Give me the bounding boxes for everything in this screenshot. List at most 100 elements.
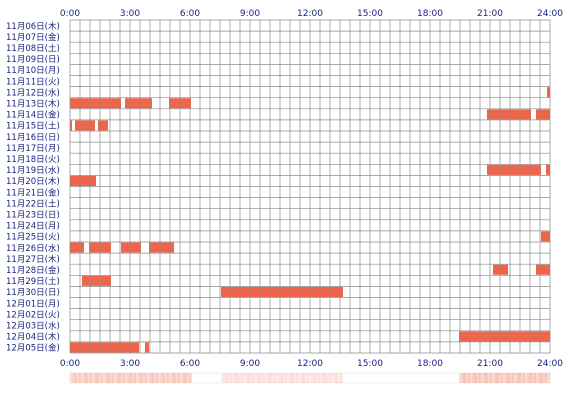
- summary-bar-segment: [306, 373, 309, 383]
- summary-bar-segment: [87, 373, 90, 383]
- summary-bar-segment: [232, 373, 235, 383]
- activity-segment: [70, 120, 72, 131]
- summary-bar-segment: [467, 373, 470, 383]
- summary-bar-segment: [289, 373, 292, 383]
- summary-bar-segment: [70, 373, 73, 383]
- summary-bar-segment: [173, 373, 176, 383]
- summary-bar-segment: [529, 373, 532, 383]
- summary-bar-segment: [158, 373, 161, 383]
- summary-bar-segment: [476, 373, 479, 383]
- summary-bar-segment: [518, 373, 521, 383]
- summary-bar-segment: [133, 373, 136, 383]
- summary-bar-segment: [342, 373, 343, 383]
- summary-bar-segment: [509, 373, 512, 383]
- activity-segment: [75, 120, 95, 131]
- summary-bar-segment: [171, 373, 174, 383]
- activity-segment: [487, 109, 531, 120]
- summary-bar-segment: [489, 373, 492, 383]
- date-label: 12月04日(木): [6, 332, 60, 343]
- summary-bar-segment: [326, 373, 329, 383]
- summary-bar-segment: [151, 373, 154, 383]
- summary-bar-segment: [525, 373, 528, 383]
- activity-segment: [546, 164, 550, 175]
- summary-bar-segment: [514, 373, 517, 383]
- date-label: 11月16日(日): [6, 133, 60, 143]
- summary-bar-segment: [536, 373, 539, 383]
- summary-bar-segment: [540, 373, 543, 383]
- hour-tick-top-label: 15:00: [357, 9, 383, 19]
- hour-tick-bottom-label: 15:00: [357, 359, 383, 369]
- summary-bar-segment: [324, 373, 327, 383]
- summary-bar-segment: [72, 373, 75, 383]
- date-label: 11月14日(金): [6, 110, 60, 121]
- activity-segment: [70, 98, 121, 109]
- date-label: 11月09日(日): [6, 55, 60, 65]
- summary-bar-segment: [498, 373, 501, 383]
- date-label: 11月10日(月): [6, 66, 60, 76]
- hour-tick-top-label: 9:00: [240, 9, 260, 19]
- summary-bar-segment: [238, 373, 241, 383]
- summary-bar-segment: [461, 373, 464, 383]
- bottom-hour-axis: 0:00 3:00 6:00 9:00 12:00 15:00 18:00 21:00 24:0…: [60, 359, 563, 369]
- summary-bar-segment: [164, 373, 167, 383]
- date-label: 11月25日(火): [6, 233, 60, 243]
- summary-bar-segment: [549, 373, 550, 383]
- summary-bar-segment: [105, 373, 108, 383]
- summary-bar-segment: [300, 373, 303, 383]
- summary-bar-segment: [182, 373, 185, 383]
- summary-bar-segment: [227, 373, 230, 383]
- summary-bar-segment: [507, 373, 510, 383]
- date-label: 11月23日(日): [6, 211, 60, 221]
- summary-bar-segment: [500, 373, 503, 383]
- summary-bar-segment: [269, 373, 272, 383]
- activity-segment: [82, 275, 111, 286]
- summary-bar-frame: [69, 372, 551, 384]
- summary-bar-segment: [74, 373, 77, 383]
- summary-bar-segment: [103, 373, 106, 383]
- summary-bar-segment: [331, 373, 334, 383]
- summary-bar-segment: [175, 373, 178, 383]
- date-label: 12月02日(火): [6, 310, 60, 320]
- activity-segment: [149, 242, 174, 253]
- summary-bar-segment: [302, 373, 305, 383]
- summary-bar-segment: [322, 373, 325, 383]
- summary-bar-segment: [177, 373, 180, 383]
- activity-segment: [221, 286, 343, 297]
- summary-bar-segment: [505, 373, 508, 383]
- summary-bar-segment: [127, 373, 130, 383]
- activity-segment: [547, 87, 550, 98]
- summary-bar-segment: [260, 373, 263, 383]
- summary-bar-segment: [136, 373, 139, 383]
- summary-bar-segment: [92, 373, 95, 383]
- summary-bar-segment: [291, 373, 294, 383]
- summary-bar-segment: [153, 373, 156, 383]
- summary-bar-segment: [122, 373, 125, 383]
- hour-tick-bottom-label: 21:00: [477, 359, 503, 369]
- summary-bar-segment: [315, 373, 318, 383]
- summary-bar-segment: [138, 373, 141, 383]
- summary-bar-segment: [142, 373, 145, 383]
- summary-bar-segment: [245, 373, 248, 383]
- summary-bar-segment: [293, 373, 296, 383]
- date-label: 11月08日(土): [6, 43, 60, 54]
- activity-segment: [459, 331, 550, 342]
- summary-bar-segment: [542, 373, 545, 383]
- summary-bar-segment: [317, 373, 320, 383]
- summary-bar-segment: [280, 373, 283, 383]
- summary-bar-segment: [109, 373, 112, 383]
- summary-bar-segment: [470, 373, 473, 383]
- activity-segment: [541, 231, 550, 242]
- summary-bar-segment: [278, 373, 281, 383]
- summary-bar-segment: [169, 373, 172, 383]
- summary-bar-segment: [520, 373, 523, 383]
- activity-segment: [98, 120, 108, 131]
- summary-bar-segment: [313, 373, 316, 383]
- summary-bar-segment: [487, 373, 490, 383]
- date-label: 11月26日(水): [6, 243, 60, 254]
- date-label: 11月30日(日): [6, 288, 60, 298]
- date-label: 11月07日(金): [6, 32, 60, 43]
- date-label: 11月19日(水): [6, 165, 60, 176]
- date-label: 11月13日(木): [6, 99, 60, 110]
- summary-bar-segment: [494, 373, 497, 383]
- summary-bar-segment: [144, 373, 147, 383]
